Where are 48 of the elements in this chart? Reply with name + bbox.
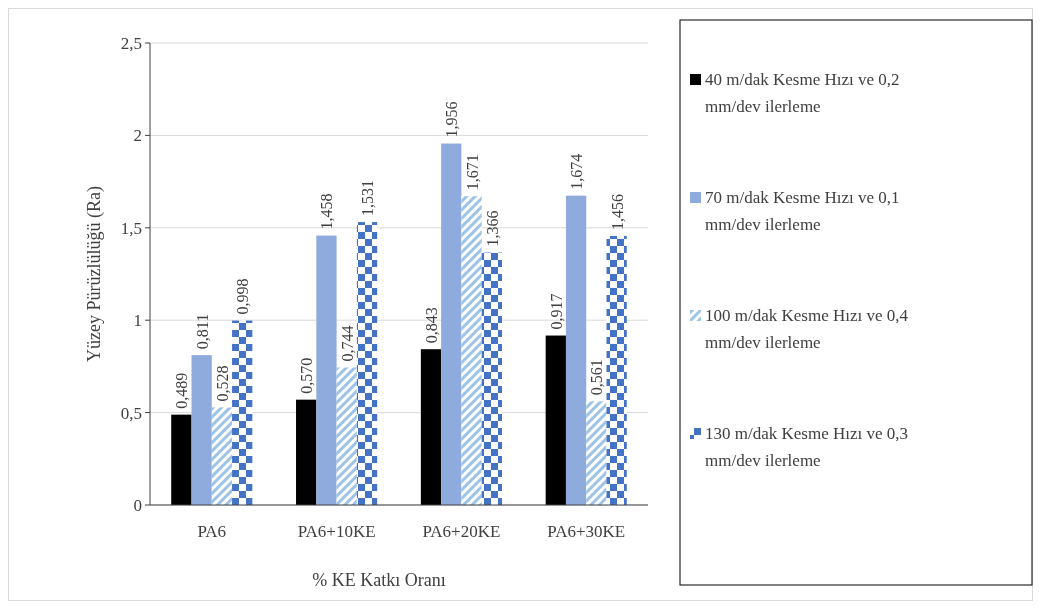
data-label: 1,956 [443, 101, 461, 138]
bar [232, 320, 253, 505]
data-label: 0,528 [213, 365, 231, 402]
bar [565, 195, 587, 505]
y-tick-label: 0 [133, 495, 142, 515]
bar [336, 367, 357, 505]
data-label: 0,811 [193, 313, 211, 350]
y-tick-label: 0,5 [120, 403, 142, 423]
data-label: 1,366 [483, 210, 501, 247]
data-label: 0,998 [234, 278, 252, 315]
y-tick-label: 2 [133, 126, 142, 146]
bar [545, 335, 566, 505]
data-label: 0,489 [173, 372, 191, 409]
legend-label: 70 m/dak Kesme Hızı ve 0,1 mm/dev ilerleme [705, 188, 900, 234]
bar [420, 349, 442, 505]
data-label: 0,917 [547, 293, 565, 330]
bar [211, 407, 233, 505]
data-label: 1,674 [568, 153, 586, 190]
x-tick-label: PA6+20KE [422, 522, 501, 541]
bar [586, 401, 607, 505]
data-label: 0,561 [588, 359, 606, 396]
data-label: 1,458 [318, 193, 336, 230]
bar [481, 252, 502, 505]
legend-label: 130 m/dak Kesme Hızı ve 0,3 mm/dev ilerleme [705, 424, 909, 470]
bar [356, 222, 378, 505]
legend-label: 40 m/dak Kesme Hızı ve 0,2 mm/dev ilerleme [705, 70, 900, 116]
data-label: 1,671 [463, 154, 481, 191]
bar [441, 143, 462, 505]
data-label: 0,570 [298, 357, 316, 394]
y-tick-label: 1,5 [120, 218, 142, 238]
bar [606, 235, 627, 505]
data-label: 1,531 [359, 180, 377, 217]
x-tick-label: PA6 [197, 522, 227, 541]
bar [171, 414, 192, 505]
bar [316, 235, 337, 505]
data-label: 0,744 [338, 325, 356, 362]
y-tick-label: 1 [133, 311, 142, 331]
x-axis-title: % KE Katkı Oranı [312, 570, 446, 590]
x-tick-label: PA6+30KE [547, 522, 626, 541]
y-tick-label: 2,5 [120, 33, 142, 53]
data-label: 1,456 [608, 193, 626, 230]
bar [191, 355, 212, 505]
y-axis-title: Yüzey Pürüzlülüğü (Ra) [84, 186, 105, 362]
bar [461, 196, 482, 505]
data-label: 0,843 [422, 307, 440, 344]
bar [296, 399, 317, 505]
x-tick-label: PA6+10KE [297, 522, 376, 541]
legend-label: 100 m/dak Kesme Hızı ve 0,4 mm/dev ilerleme [705, 306, 909, 352]
